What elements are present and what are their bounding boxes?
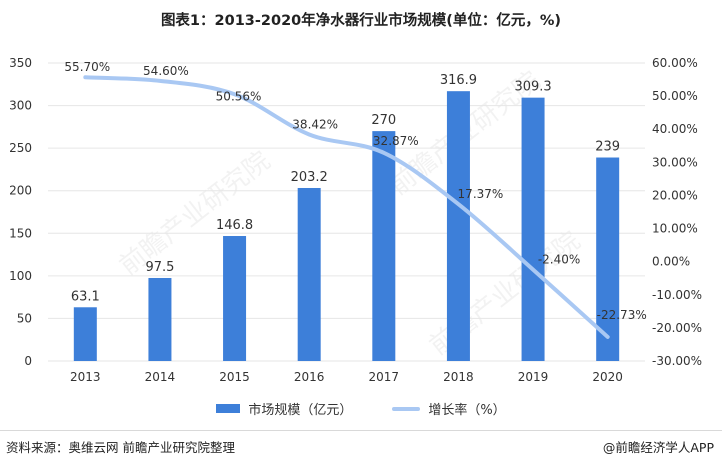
y-right-tick-label: 50.00% xyxy=(652,89,698,103)
bar-value-label: 316.9 xyxy=(440,73,477,88)
growth-line xyxy=(83,75,610,339)
bar-2019 xyxy=(521,97,545,362)
chart-canvas: 前瞻产业研究院前瞻产业研究院前瞻产业研究院0501001502002503003… xyxy=(9,56,702,384)
bar-value-label: 270 xyxy=(371,113,396,128)
y-right-tick-label: 40.00% xyxy=(652,122,698,136)
y-left-tick-label: 100 xyxy=(9,269,32,283)
y-left-tick-label: 0 xyxy=(24,354,32,368)
bar-value-label: 239 xyxy=(595,140,620,155)
y-left-tick-label: 50 xyxy=(17,311,32,325)
y-left-tick-label: 150 xyxy=(9,226,32,240)
legend-label-line: 增长率（%） xyxy=(428,403,506,418)
y-right-tick-label: 30.00% xyxy=(652,155,698,169)
x-tick-label: 2020 xyxy=(592,370,623,384)
bar-value-label: 97.5 xyxy=(145,260,174,275)
x-tick-label: 2017 xyxy=(369,370,400,384)
y-right-tick-label: 20.00% xyxy=(652,188,698,202)
legend-label-bar: 市场规模（亿元） xyxy=(248,403,353,418)
y-left-tick-label: 350 xyxy=(9,56,32,70)
source-text: 资料来源：奥维云网 前瞻产业研究院整理 xyxy=(6,440,235,455)
x-tick-label: 2015 xyxy=(219,370,250,384)
y-right-tick-label: 10.00% xyxy=(652,222,698,236)
bar-2016 xyxy=(297,187,321,361)
growth-label-2018: 17.37% xyxy=(458,187,504,201)
legend: 市场规模（亿元） 增长率（%） xyxy=(0,399,722,418)
growth-label-2019: -2.40% xyxy=(538,253,580,267)
bar-value-label: 146.8 xyxy=(216,218,253,233)
growth-label-2016: 38.42% xyxy=(292,117,338,131)
y-left-tick-label: 300 xyxy=(9,99,32,113)
chart-title: 图表1：2013-2020年净水器行业市场规模(单位：亿元，%) xyxy=(160,13,562,29)
bar-2014 xyxy=(148,277,172,361)
bar-2013 xyxy=(73,307,97,361)
legend-swatch-bar xyxy=(216,404,241,413)
growth-label-2017: 32.87% xyxy=(373,134,419,148)
bar-value-label: 309.3 xyxy=(514,80,551,95)
y-right-tick-label: -10.00% xyxy=(652,288,702,302)
legend-swatch-line xyxy=(392,406,421,411)
bar-2020 xyxy=(596,157,620,361)
y-left-tick-label: 250 xyxy=(9,141,32,155)
y-right-tick-label: -20.00% xyxy=(652,321,702,335)
x-tick-label: 2016 xyxy=(294,370,325,384)
bar-2017 xyxy=(372,131,396,361)
bar-2015 xyxy=(223,236,247,361)
x-tick-label: 2019 xyxy=(518,370,549,384)
growth-label-2015: 50.56% xyxy=(216,89,262,103)
x-tick-label: 2018 xyxy=(443,370,474,384)
x-tick-label: 2014 xyxy=(145,370,176,384)
y-right-tick-label: -30.00% xyxy=(652,354,702,368)
bar-value-label: 203.2 xyxy=(291,170,328,185)
footer-divider xyxy=(0,430,722,431)
y-right-tick-label: 60.00% xyxy=(652,56,698,70)
bar-value-label: 63.1 xyxy=(71,289,100,304)
legend-item-bar: 市场规模（亿元） xyxy=(216,399,352,418)
brand-text: @前瞻经济学人APP xyxy=(602,440,714,455)
watermark-0: 前瞻产业研究院 xyxy=(114,146,276,282)
y-right-tick-label: 0.00% xyxy=(652,255,690,269)
bar-2018 xyxy=(446,91,470,362)
growth-label-2013: 55.70% xyxy=(64,60,110,74)
growth-label-2020: -22.73% xyxy=(597,308,647,322)
legend-item-line: 增长率（%） xyxy=(392,399,506,418)
growth-label-2014: 54.60% xyxy=(143,64,189,78)
x-tick-label: 2013 xyxy=(70,370,101,384)
y-left-tick-label: 200 xyxy=(9,184,32,198)
